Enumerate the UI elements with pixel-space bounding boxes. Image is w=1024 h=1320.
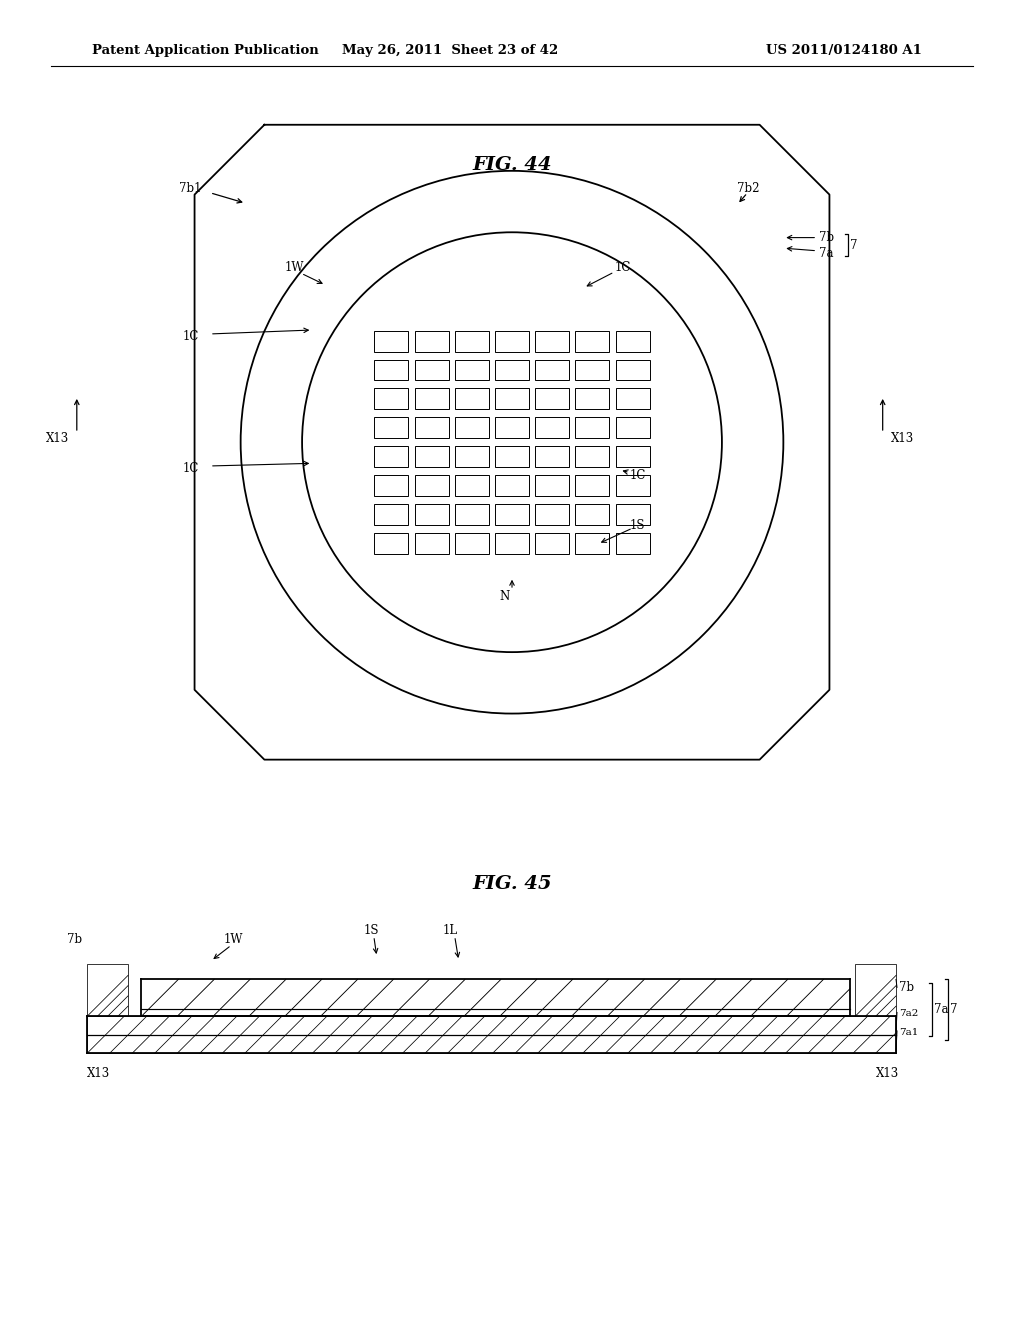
Bar bbox=[536, 417, 569, 438]
Bar bbox=[415, 475, 449, 496]
Bar bbox=[615, 504, 650, 525]
Bar bbox=[575, 388, 609, 409]
Bar bbox=[495, 533, 529, 554]
Bar bbox=[495, 388, 529, 409]
Text: 7a1: 7a1 bbox=[899, 1028, 919, 1036]
Bar bbox=[575, 475, 609, 496]
Text: FIG. 45: FIG. 45 bbox=[472, 875, 552, 894]
Bar bbox=[375, 446, 409, 467]
Bar bbox=[455, 417, 488, 438]
Text: 1W: 1W bbox=[223, 933, 243, 946]
Bar bbox=[415, 446, 449, 467]
Text: 7a: 7a bbox=[934, 1003, 948, 1016]
Bar bbox=[87, 964, 128, 1016]
Bar bbox=[615, 359, 650, 380]
Bar bbox=[615, 331, 650, 351]
Bar bbox=[375, 533, 409, 554]
Bar bbox=[415, 417, 449, 438]
Bar bbox=[575, 331, 609, 351]
Text: 1C: 1C bbox=[182, 462, 199, 475]
Text: X13: X13 bbox=[87, 1067, 111, 1080]
Bar bbox=[495, 359, 529, 380]
Text: 1C: 1C bbox=[630, 469, 646, 482]
Text: 7: 7 bbox=[950, 1003, 957, 1016]
Bar bbox=[495, 446, 529, 467]
Text: 1W: 1W bbox=[285, 261, 304, 275]
Bar bbox=[615, 388, 650, 409]
Bar bbox=[536, 331, 569, 351]
Text: 7a: 7a bbox=[819, 247, 834, 260]
Text: 7: 7 bbox=[850, 239, 857, 252]
Text: 7a2: 7a2 bbox=[899, 1010, 919, 1018]
Bar bbox=[575, 446, 609, 467]
Bar bbox=[575, 359, 609, 380]
Bar bbox=[455, 446, 488, 467]
Bar bbox=[375, 475, 409, 496]
Bar bbox=[495, 417, 529, 438]
Text: N: N bbox=[500, 590, 510, 603]
Text: 1S: 1S bbox=[364, 924, 379, 937]
Bar bbox=[415, 533, 449, 554]
Bar bbox=[536, 446, 569, 467]
Text: 7b1: 7b1 bbox=[179, 182, 202, 195]
Text: 1C: 1C bbox=[182, 330, 199, 343]
Bar bbox=[495, 475, 529, 496]
Bar bbox=[536, 475, 569, 496]
Bar bbox=[575, 533, 609, 554]
Bar bbox=[141, 979, 850, 1016]
Bar bbox=[455, 504, 488, 525]
Bar bbox=[87, 1016, 896, 1053]
Text: FIG. 44: FIG. 44 bbox=[472, 156, 552, 174]
Bar bbox=[415, 388, 449, 409]
Bar bbox=[455, 388, 488, 409]
Text: US 2011/0124180 A1: US 2011/0124180 A1 bbox=[766, 44, 922, 57]
Text: 7b: 7b bbox=[899, 981, 914, 994]
Text: 7b2: 7b2 bbox=[737, 182, 760, 195]
Bar bbox=[455, 331, 488, 351]
Bar bbox=[495, 504, 529, 525]
Bar bbox=[536, 504, 569, 525]
Bar bbox=[415, 504, 449, 525]
Text: X13: X13 bbox=[876, 1067, 899, 1080]
Bar bbox=[415, 359, 449, 380]
Text: 1S: 1S bbox=[630, 519, 645, 532]
Bar bbox=[575, 417, 609, 438]
Bar bbox=[615, 533, 650, 554]
Bar bbox=[455, 533, 488, 554]
Bar bbox=[536, 533, 569, 554]
Text: 7b: 7b bbox=[67, 933, 82, 946]
Bar bbox=[455, 359, 488, 380]
Bar bbox=[375, 359, 409, 380]
Bar bbox=[536, 388, 569, 409]
Bar bbox=[375, 504, 409, 525]
Bar bbox=[415, 331, 449, 351]
Text: May 26, 2011  Sheet 23 of 42: May 26, 2011 Sheet 23 of 42 bbox=[342, 44, 559, 57]
Bar bbox=[615, 475, 650, 496]
Bar bbox=[375, 417, 409, 438]
Text: Patent Application Publication: Patent Application Publication bbox=[92, 44, 318, 57]
Bar bbox=[375, 331, 409, 351]
Text: 1L: 1L bbox=[442, 924, 458, 937]
Text: X13: X13 bbox=[891, 432, 914, 445]
Bar bbox=[536, 359, 569, 380]
Bar bbox=[615, 417, 650, 438]
Bar bbox=[375, 388, 409, 409]
Text: X13: X13 bbox=[46, 432, 70, 445]
Bar bbox=[615, 446, 650, 467]
Bar bbox=[855, 964, 896, 1016]
Bar bbox=[575, 504, 609, 525]
Bar bbox=[495, 331, 529, 351]
Bar bbox=[455, 475, 488, 496]
Text: 1C: 1C bbox=[614, 261, 631, 275]
Text: 7b: 7b bbox=[819, 231, 835, 244]
